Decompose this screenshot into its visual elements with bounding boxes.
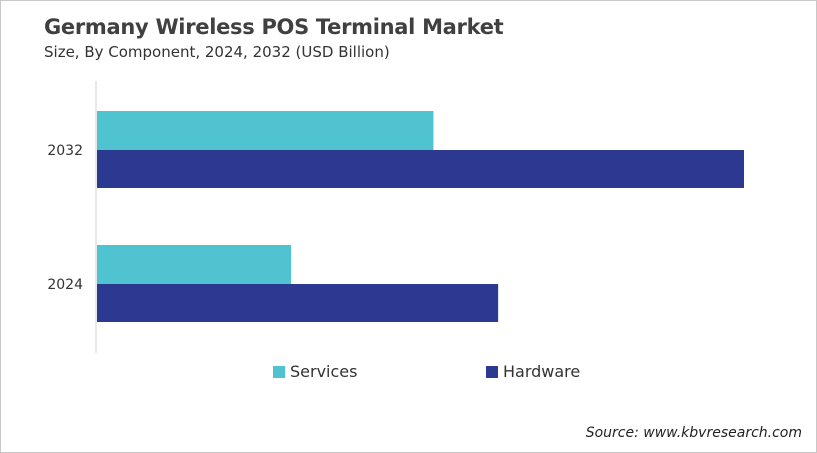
bar-hardware-2032: [97, 150, 744, 188]
bar-hardware-2024: [97, 284, 499, 322]
legend-label-hardware: Hardware: [503, 362, 581, 381]
legend-swatch-hardware: [486, 365, 498, 378]
legend-label-services: Services: [290, 362, 358, 381]
source-note: Source: www.kbvresearch.com: [585, 425, 802, 441]
chart-title: Germany Wireless POS Terminal Market: [44, 15, 504, 39]
bar-services-2024: [97, 245, 292, 284]
legend-item-hardware: Hardware: [486, 362, 580, 381]
legend-item-services: Services: [273, 362, 357, 381]
chart-subtitle: Size, By Component, 2024, 2032 (USD Bill…: [44, 43, 390, 61]
legend-swatch-services: [273, 365, 285, 378]
bar-services-2032: [97, 111, 434, 150]
category-label-2032: 2032: [47, 143, 83, 159]
category-label-2024: 2024: [47, 277, 83, 293]
